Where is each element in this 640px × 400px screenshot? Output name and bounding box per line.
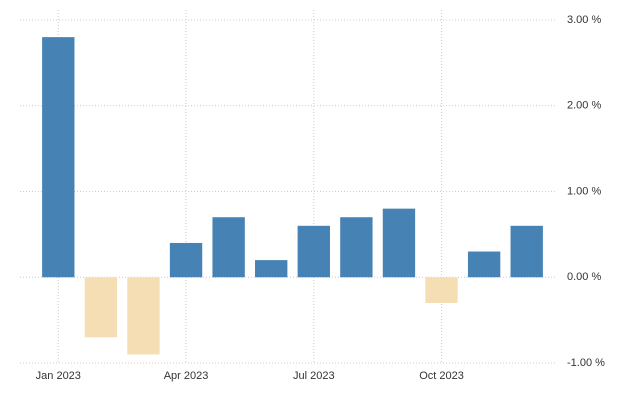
- x-tick-label: Jul 2023: [293, 370, 335, 382]
- y-tick-label: 2.00 %: [567, 100, 601, 112]
- bar: [425, 277, 458, 303]
- bar: [297, 225, 330, 278]
- bar: [42, 37, 75, 278]
- bar: [212, 217, 245, 278]
- bar: [127, 277, 160, 355]
- bar: [467, 251, 501, 278]
- bar: [510, 225, 543, 278]
- bar: [382, 208, 416, 278]
- y-tick-label: -1.00 %: [567, 357, 605, 369]
- bar: [340, 217, 373, 278]
- bar: [255, 260, 288, 278]
- bar: [169, 242, 203, 278]
- y-tick-label: 1.00 %: [567, 185, 601, 197]
- x-tick-label: Oct 2023: [419, 370, 464, 382]
- y-tick-label: 0.00 %: [567, 271, 601, 283]
- y-tick-label: 3.00 %: [567, 14, 601, 26]
- bar: [84, 277, 118, 338]
- x-tick-label: Apr 2023: [164, 370, 209, 382]
- x-tick-label: Jan 2023: [36, 370, 81, 382]
